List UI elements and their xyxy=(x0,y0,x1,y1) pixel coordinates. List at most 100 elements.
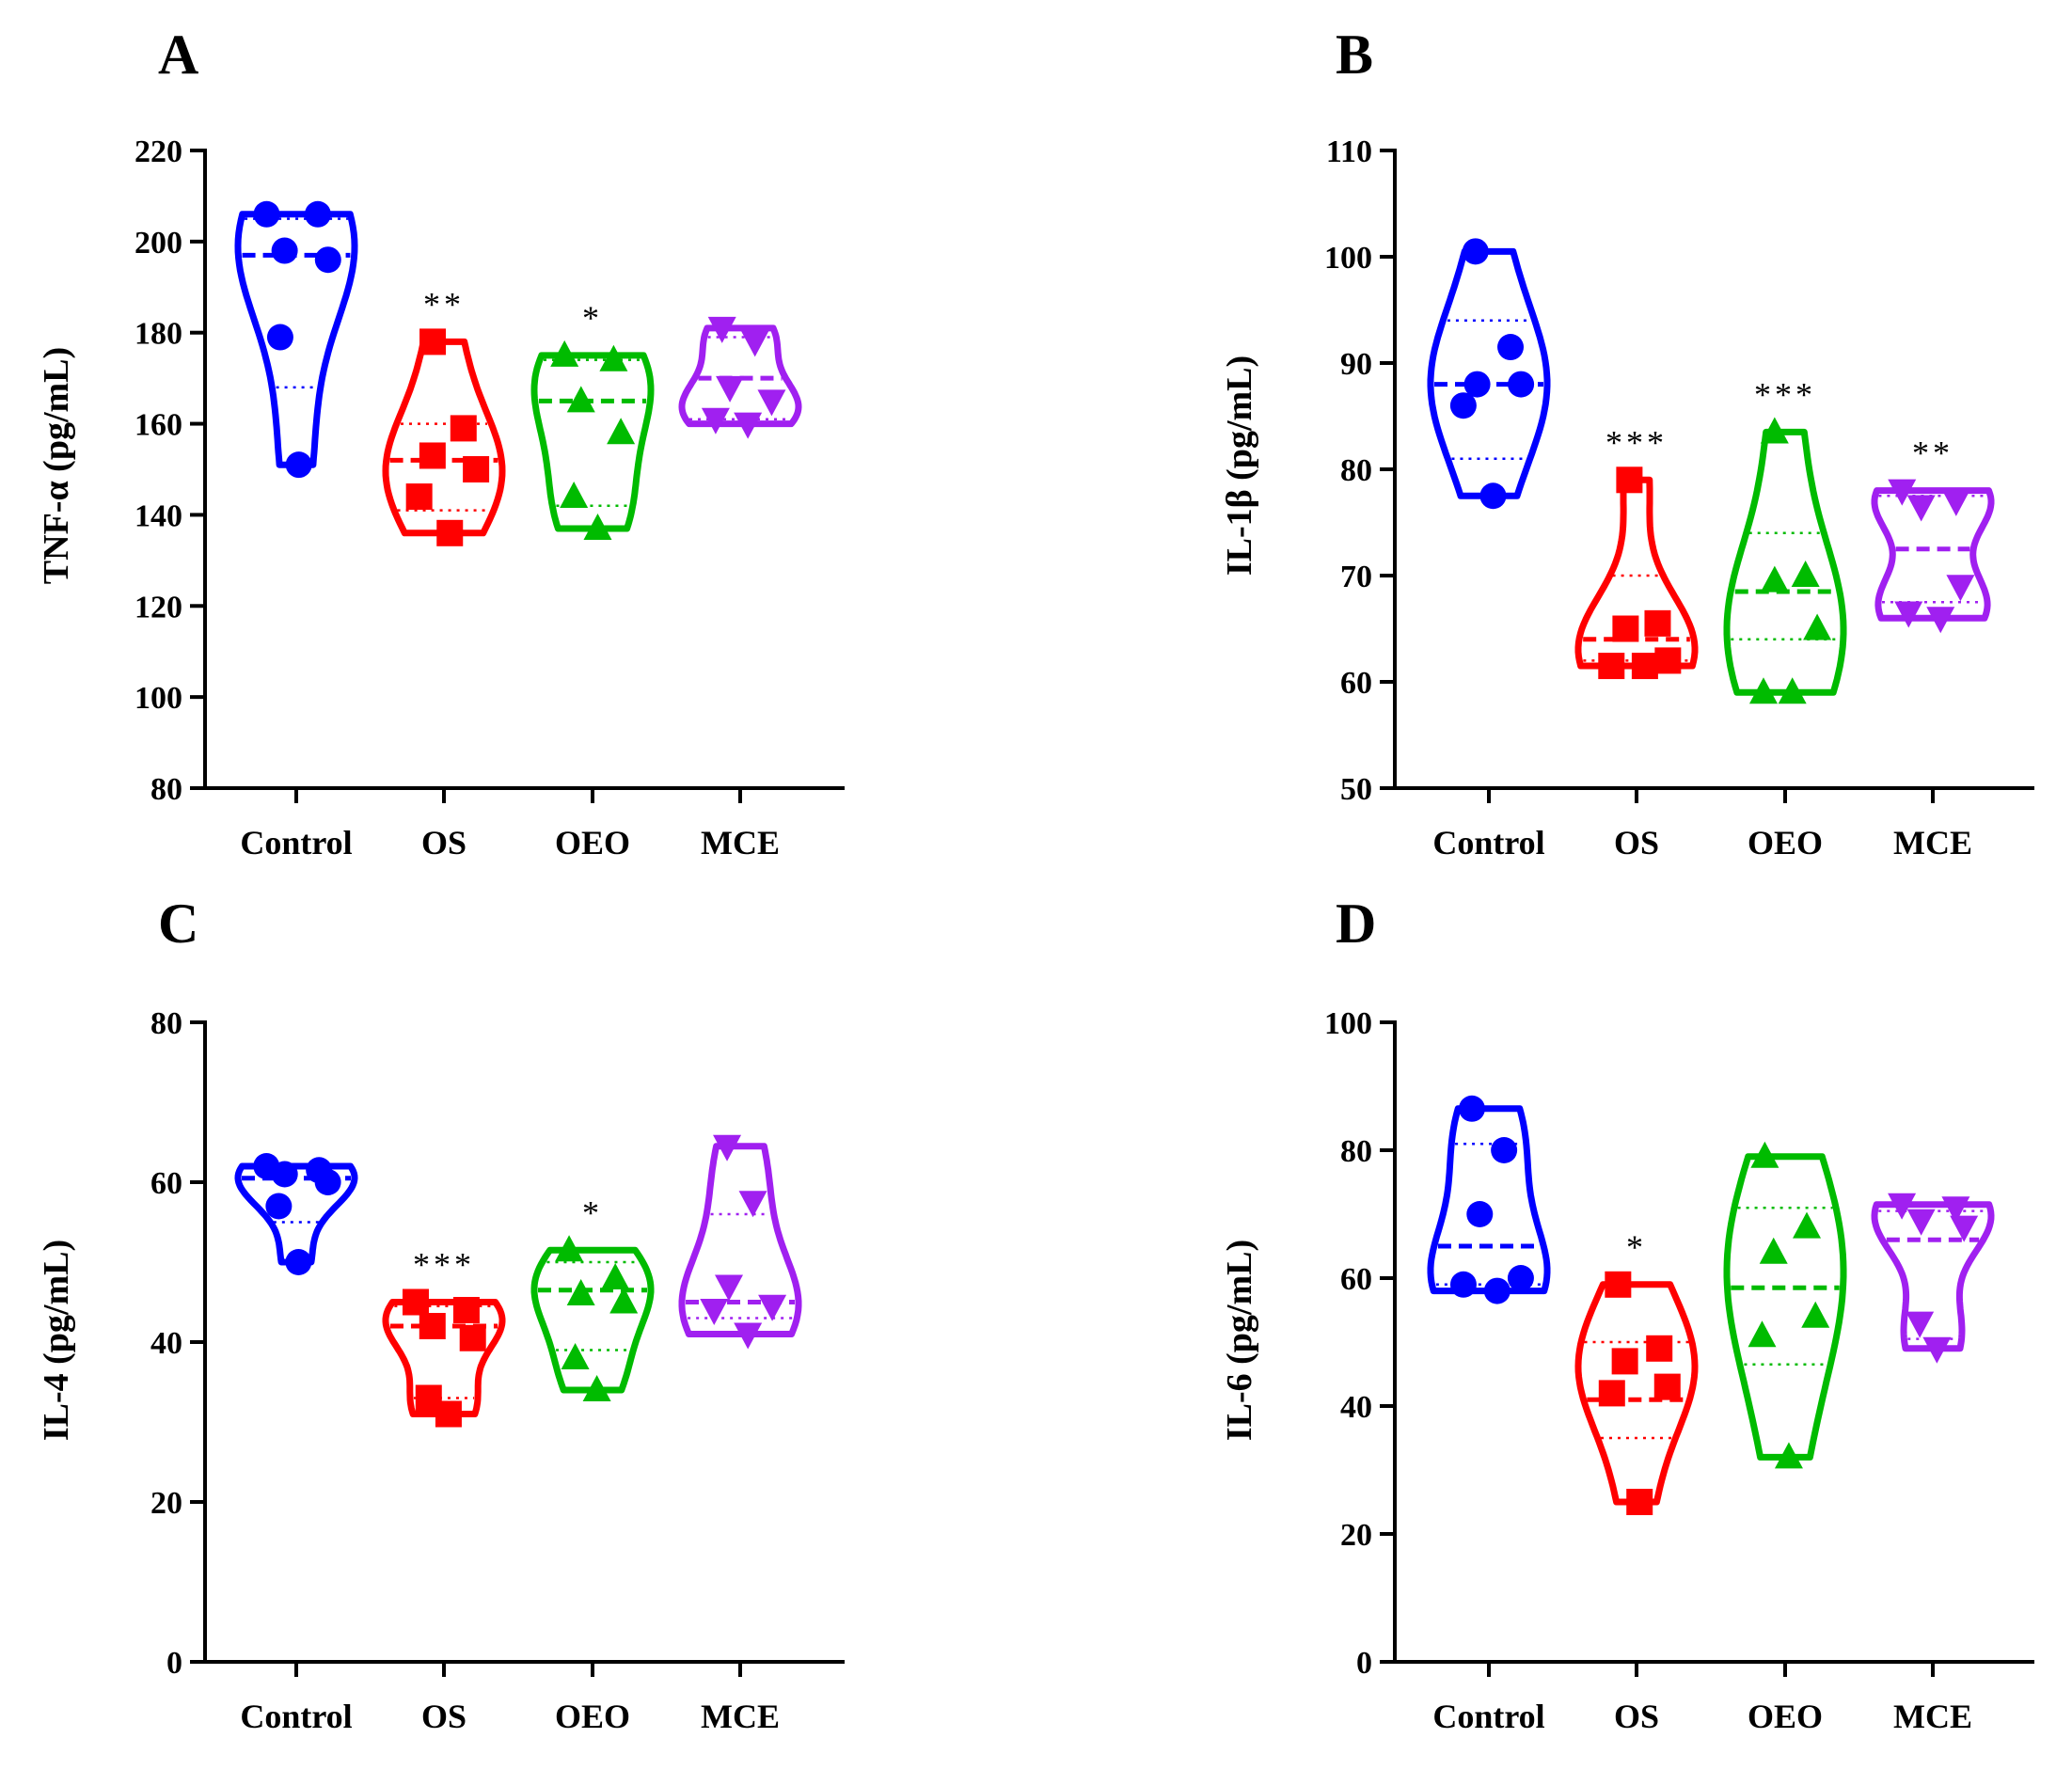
violin-c-os xyxy=(382,1299,506,1417)
violin-group-a-oeo xyxy=(530,340,655,540)
violin-group-b-mce xyxy=(1871,479,1995,634)
violin-c-control xyxy=(234,1162,358,1266)
data-point-a-oeo-1 xyxy=(550,340,579,367)
data-point-c-oeo-2 xyxy=(601,1263,630,1289)
data-point-a-oeo-6 xyxy=(583,513,612,540)
y-tick-label-c-40: 40 xyxy=(150,1326,182,1361)
data-point-c-control-5 xyxy=(265,1193,293,1220)
data-point-b-oeo-5 xyxy=(1748,677,1778,704)
data-point-d-control-2 xyxy=(1491,1137,1518,1163)
y-axis-label-d: IL-6 (pg/mL) xyxy=(1220,1240,1259,1441)
data-point-a-mce-4 xyxy=(757,389,786,417)
y-tick-label-d-100: 100 xyxy=(1324,1006,1372,1041)
data-point-a-os-2 xyxy=(450,415,477,442)
significance-b-oeo: *** xyxy=(1754,375,1816,413)
data-point-c-control-3 xyxy=(271,1161,298,1188)
data-point-a-oeo-3 xyxy=(566,386,595,413)
y-tick-label-a-180: 180 xyxy=(134,317,182,352)
data-point-b-mce-4 xyxy=(1946,575,1975,602)
data-point-c-oeo-6 xyxy=(582,1375,611,1401)
category-label-a-mce: MCE xyxy=(701,824,780,861)
y-tick-label-b-70: 70 xyxy=(1340,560,1372,594)
category-label-a-control: Control xyxy=(240,824,352,861)
data-point-d-control-3 xyxy=(1466,1201,1494,1227)
y-tick-label-d-20: 20 xyxy=(1340,1518,1372,1553)
data-point-b-control-2 xyxy=(1497,334,1525,361)
violin-group-d-control xyxy=(1427,1095,1551,1304)
category-label-a-oeo: OEO xyxy=(555,824,630,861)
category-label-b-control: Control xyxy=(1432,824,1544,861)
category-label-c-oeo: OEO xyxy=(555,1698,630,1735)
data-point-b-mce-3 xyxy=(1906,495,1936,522)
y-tick-label-c-80: 80 xyxy=(150,1006,182,1041)
category-label-d-oeo: OEO xyxy=(1748,1698,1823,1735)
data-point-d-mce-5 xyxy=(1906,1311,1935,1338)
data-point-b-oeo-3 xyxy=(1760,565,1789,593)
data-point-d-oeo-5 xyxy=(1748,1320,1777,1348)
category-label-d-control: Control xyxy=(1432,1698,1544,1735)
data-point-c-control-4 xyxy=(314,1169,341,1195)
violin-a-oeo xyxy=(530,352,655,532)
data-point-a-oeo-5 xyxy=(560,482,589,509)
category-label-b-oeo: OEO xyxy=(1748,824,1823,861)
y-tick-label-d-0: 0 xyxy=(1356,1646,1372,1681)
category-label-c-mce: MCE xyxy=(701,1698,780,1735)
data-point-d-os-1 xyxy=(1605,1271,1632,1298)
violin-group-d-oeo xyxy=(1723,1141,1847,1469)
data-point-a-control-6 xyxy=(285,451,312,479)
panel-letter-a: A xyxy=(158,24,198,86)
significance-c-oeo: * xyxy=(582,1193,603,1231)
panel-letter-c: C xyxy=(158,893,198,955)
data-point-b-control-4 xyxy=(1508,371,1535,398)
y-tick-label-c-60: 60 xyxy=(150,1166,182,1201)
data-point-d-os-6 xyxy=(1626,1489,1653,1515)
violin-a-os xyxy=(382,338,506,537)
data-point-d-oeo-2 xyxy=(1793,1211,1822,1239)
data-point-a-mce-3 xyxy=(716,375,745,403)
category-label-b-mce: MCE xyxy=(1893,824,1972,861)
y-tick-label-d-40: 40 xyxy=(1340,1390,1372,1425)
data-point-b-mce-1 xyxy=(1888,479,1917,506)
violin-group-b-os xyxy=(1574,466,1699,680)
violin-d-mce xyxy=(1871,1201,1995,1352)
data-point-c-mce-3 xyxy=(715,1274,744,1302)
y-tick-label-b-60: 60 xyxy=(1340,666,1372,701)
data-point-d-oeo-6 xyxy=(1774,1442,1803,1469)
category-label-b-os: OS xyxy=(1614,824,1659,861)
data-point-d-os-2 xyxy=(1646,1335,1673,1362)
y-tick-label-d-80: 80 xyxy=(1340,1134,1372,1169)
data-point-c-mce-1 xyxy=(713,1134,742,1162)
data-point-c-mce-6 xyxy=(734,1322,763,1350)
data-point-c-mce-5 xyxy=(700,1299,729,1325)
data-point-c-os-6 xyxy=(435,1400,462,1428)
data-point-a-oeo-2 xyxy=(599,344,628,371)
y-tick-label-b-100: 100 xyxy=(1324,241,1372,276)
violin-d-control xyxy=(1427,1105,1551,1295)
data-point-d-oeo-4 xyxy=(1801,1301,1830,1328)
significance-a-oeo: * xyxy=(582,299,603,337)
data-point-a-control-3 xyxy=(271,237,298,264)
y-tick-label-a-220: 220 xyxy=(134,134,182,169)
violin-a-mce xyxy=(678,324,802,428)
data-point-b-os-2 xyxy=(1644,609,1671,637)
data-point-a-os-6 xyxy=(436,519,464,546)
y-tick-label-c-20: 20 xyxy=(150,1486,182,1521)
violin-b-control xyxy=(1427,247,1551,499)
panel-a: A TNF-α (pg/mL) 80 100 120 140 160 180 200 220 C… xyxy=(37,24,845,861)
data-point-d-mce-3 xyxy=(1906,1209,1936,1236)
violin-d-os xyxy=(1574,1281,1699,1506)
significance-a-os: ** xyxy=(423,285,465,323)
violin-group-d-mce xyxy=(1871,1193,1995,1364)
data-point-d-oeo-1 xyxy=(1750,1141,1779,1168)
data-point-d-oeo-3 xyxy=(1759,1237,1788,1264)
data-point-b-mce-2 xyxy=(1941,489,1970,516)
data-point-a-control-1 xyxy=(253,200,280,228)
significance-d-os: * xyxy=(1626,1228,1647,1266)
violin-c-oeo xyxy=(530,1246,655,1394)
violin-group-c-oeo xyxy=(530,1235,655,1401)
y-tick-label-b-90: 90 xyxy=(1340,347,1372,382)
y-tick-label-b-80: 80 xyxy=(1340,453,1372,488)
data-point-b-control-5 xyxy=(1449,392,1477,419)
data-point-d-os-5 xyxy=(1598,1380,1625,1407)
